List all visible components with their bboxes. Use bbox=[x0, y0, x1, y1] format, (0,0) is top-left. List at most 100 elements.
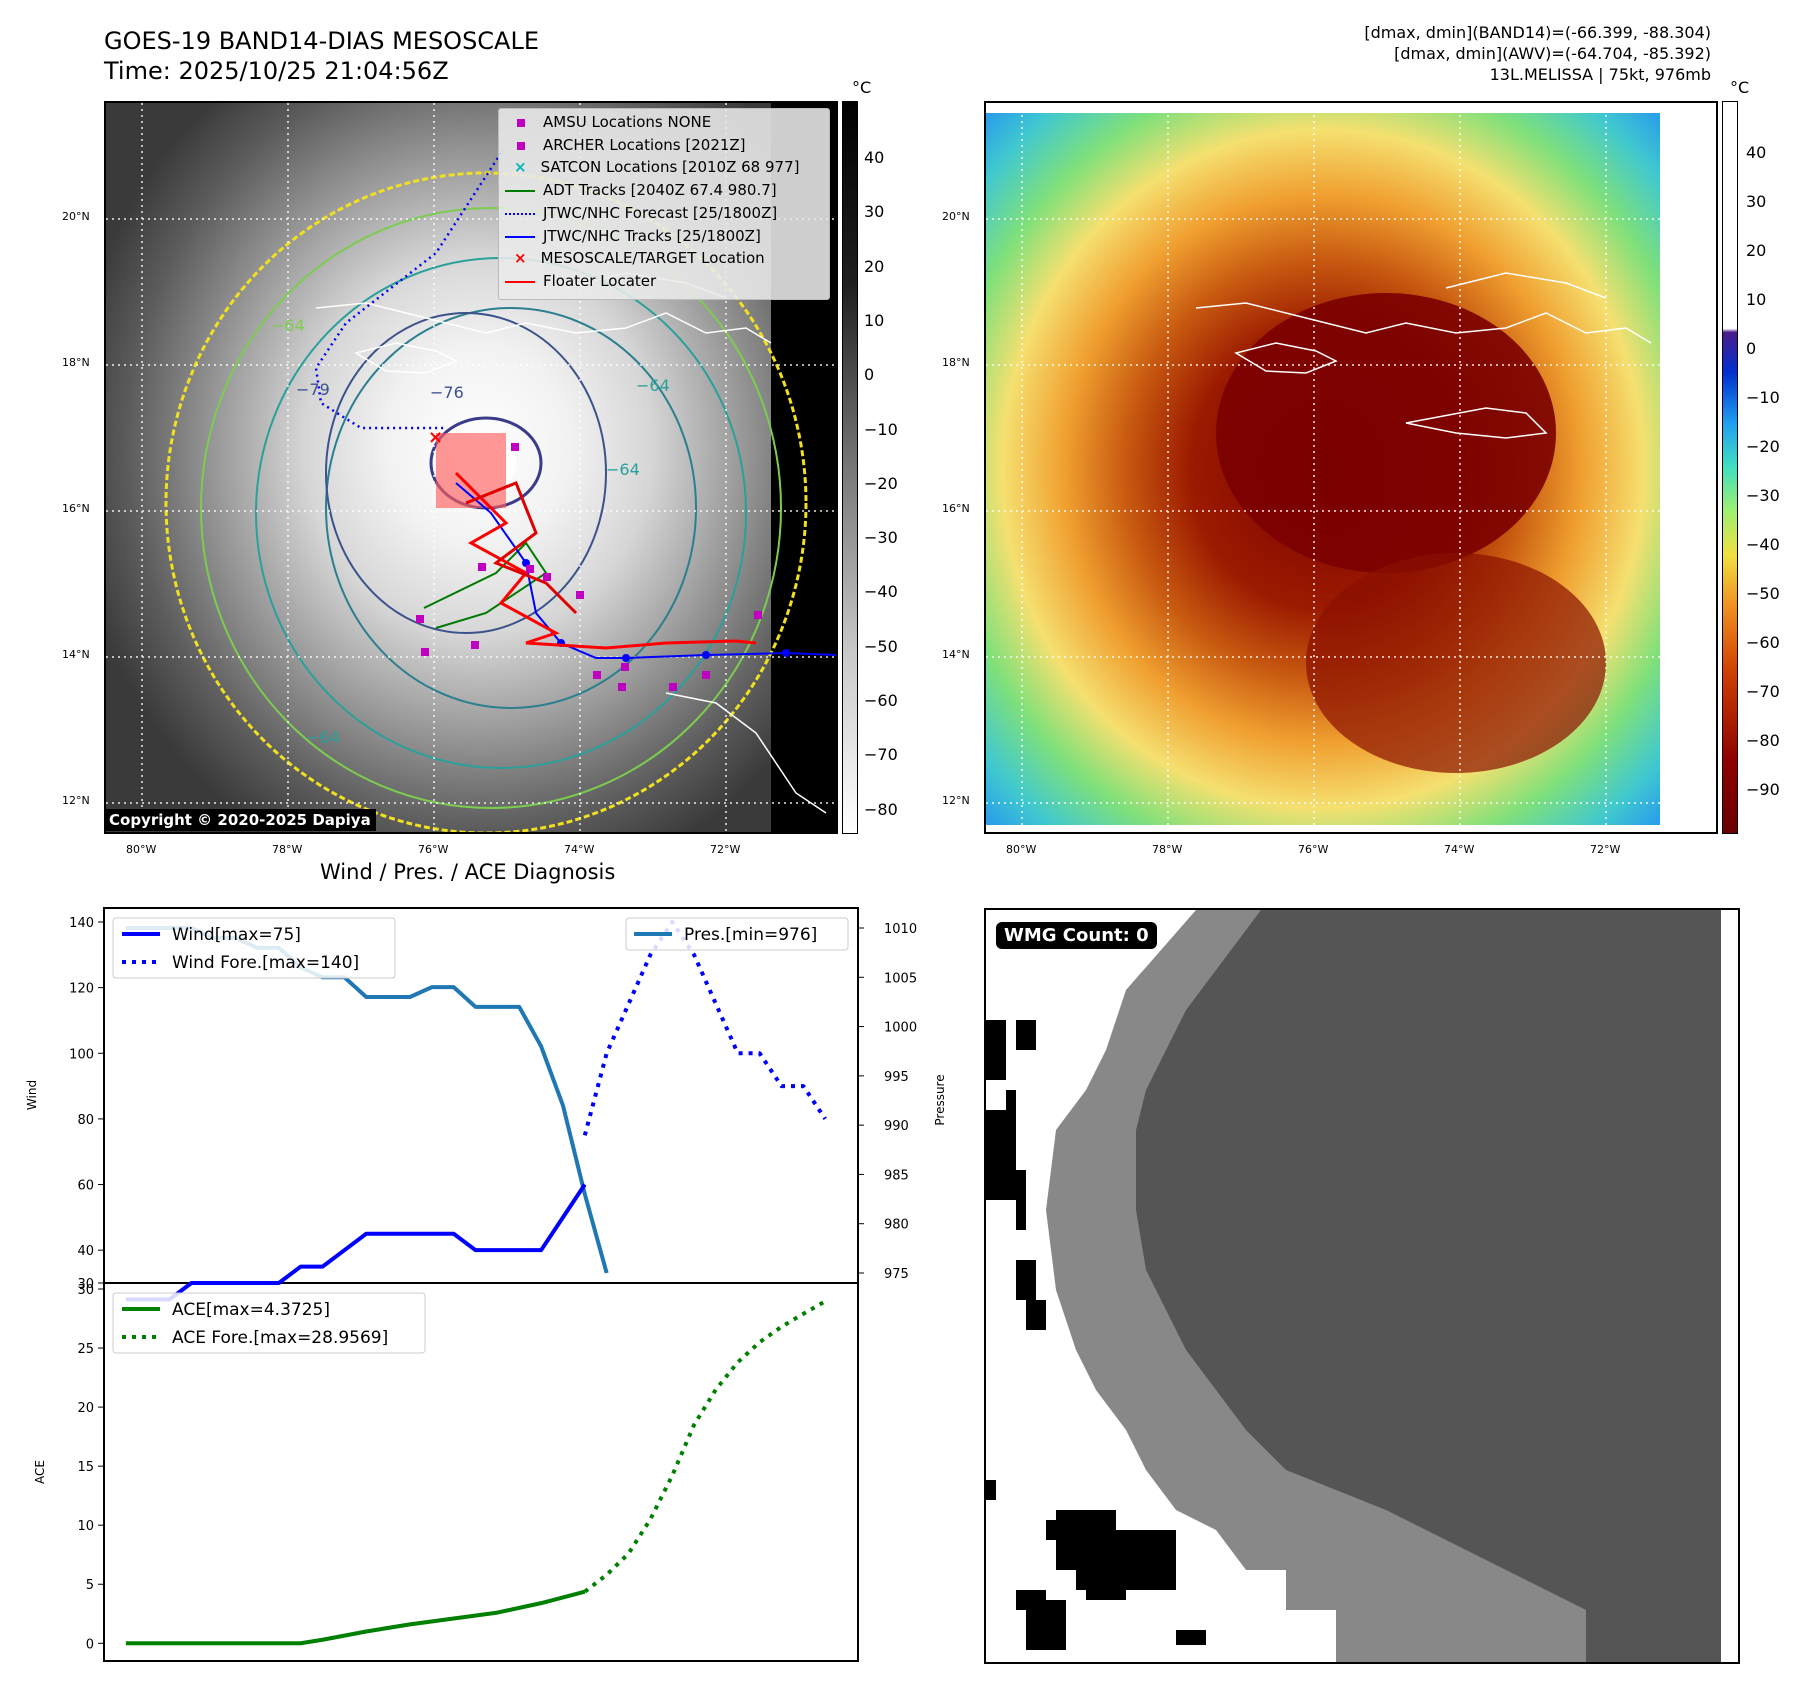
lat-label: 18°N bbox=[62, 356, 90, 369]
info-line-1: [dmax, dmin](BAND14)=(-66.399, -88.304) bbox=[1364, 23, 1711, 42]
ace-ytick-label: 30 bbox=[77, 1283, 94, 1298]
lon-label: 76°W bbox=[418, 843, 449, 856]
map-legend: AMSU Locations NONE ARCHER Locations [20… bbox=[498, 108, 830, 300]
wind-legend-label: Wind[max=75] bbox=[172, 925, 301, 945]
ace-line bbox=[125, 1589, 586, 1646]
dotted-line-icon bbox=[505, 212, 535, 215]
ace-axis-label: ACE bbox=[33, 1460, 47, 1484]
lat-label: 14°N bbox=[942, 648, 970, 661]
ace-fore-legend-label: ACE Fore.[max=28.9569] bbox=[172, 1328, 388, 1348]
left-colorbar-tick: −60 bbox=[864, 691, 898, 710]
left-colorbar-unit: °C bbox=[852, 78, 872, 97]
copyright-badge: Copyright © 2020-2025 Dapiya bbox=[104, 809, 376, 831]
svg-text:×: × bbox=[428, 427, 443, 448]
right-colorbar-tick: 10 bbox=[1746, 290, 1767, 309]
left-colorbar-tick: −20 bbox=[864, 473, 898, 493]
ace-legend-label: ACE[max=4.3725] bbox=[172, 1300, 330, 1320]
lon-label: 80°W bbox=[1006, 843, 1037, 856]
right-colorbar-tick: −30 bbox=[1746, 486, 1780, 505]
lat-label: 12°N bbox=[62, 794, 90, 807]
wind-ytick-label: 120 bbox=[69, 982, 94, 997]
intensity-info: [dmax, dmin](BAND14)=(-66.399, -88.304) [… bbox=[1364, 22, 1711, 85]
lon-label: 72°W bbox=[1590, 843, 1621, 856]
left-colorbar-tick: 0 bbox=[864, 365, 875, 385]
lon-label: 72°W bbox=[710, 843, 741, 856]
pres-ytick-label: 1010 bbox=[884, 922, 917, 937]
ace-ytick-label: 10 bbox=[77, 1519, 94, 1534]
pres-ytick-label: 985 bbox=[884, 1168, 909, 1183]
wind-line bbox=[125, 1183, 587, 1302]
right-colorbar bbox=[1722, 101, 1738, 834]
legend-satcon: × SATCON Locations [2010Z 68 977] bbox=[514, 158, 800, 176]
x-marker-icon: × bbox=[514, 158, 527, 176]
wind-fore-legend-label: Wind Fore.[max=140] bbox=[172, 953, 359, 973]
right-colorbar-tick: 20 bbox=[1746, 241, 1767, 260]
right-colorbar-tick: −70 bbox=[1746, 682, 1780, 701]
ace-ytick-label: 5 bbox=[86, 1578, 94, 1593]
awv-map-panel bbox=[984, 101, 1718, 834]
legend-forecast: JTWC/NHC Forecast [25/1800Z] bbox=[505, 204, 777, 222]
wind-ytick-label: 100 bbox=[69, 1047, 94, 1062]
pres-ytick-label: 1005 bbox=[884, 971, 917, 986]
ace-ytick-label: 25 bbox=[77, 1342, 94, 1357]
wind-ytick-label: 60 bbox=[77, 1179, 94, 1194]
lat-label: 12°N bbox=[942, 794, 970, 807]
lon-label: 78°W bbox=[272, 843, 303, 856]
contour-label-64c: −64 bbox=[306, 728, 340, 747]
lat-label: 18°N bbox=[942, 356, 970, 369]
right-colorbar-tick: −90 bbox=[1746, 780, 1780, 799]
left-colorbar-tick: −10 bbox=[864, 419, 898, 439]
wind-ytick-label: 140 bbox=[69, 916, 94, 931]
pres-ytick-label: 1000 bbox=[884, 1021, 917, 1036]
lon-label: 80°W bbox=[126, 843, 157, 856]
info-line-3: 13L.MELISSA | 75kt, 976mb bbox=[1489, 65, 1711, 84]
wmg-panel bbox=[984, 908, 1740, 1664]
awv-map-image bbox=[986, 103, 1716, 832]
lat-label: 20°N bbox=[942, 210, 970, 223]
right-colorbar-tick: 40 bbox=[1746, 143, 1767, 162]
left-colorbar-tick: −80 bbox=[864, 799, 898, 819]
track-line-icon bbox=[505, 235, 535, 238]
title-line-2: Time: 2025/10/25 21:04:56Z bbox=[104, 57, 449, 85]
ace-ytick-label: 20 bbox=[77, 1401, 94, 1416]
wind-forecast-line bbox=[582, 920, 827, 1136]
line-icon bbox=[505, 280, 535, 283]
contour-label-64a: −64 bbox=[636, 376, 670, 395]
legend-target: × MESOSCALE/TARGET Location bbox=[514, 249, 765, 267]
ace-forecast-line bbox=[583, 1299, 827, 1594]
wind-ytick-label: 80 bbox=[77, 1113, 94, 1128]
diagnosis-title: Wind / Pres. / ACE Diagnosis bbox=[320, 860, 616, 884]
right-colorbar-tick: −80 bbox=[1746, 731, 1780, 750]
left-colorbar-tick: 40 bbox=[864, 148, 885, 167]
right-colorbar-tick: −60 bbox=[1746, 633, 1780, 652]
lon-label: 76°W bbox=[1298, 843, 1329, 856]
left-colorbar bbox=[842, 101, 858, 834]
square-marker-icon bbox=[517, 119, 525, 127]
contour-label-64d: −64 bbox=[271, 316, 305, 335]
pres-ytick-label: 980 bbox=[884, 1218, 909, 1233]
x-marker-icon: × bbox=[514, 249, 527, 267]
right-colorbar-tick: −10 bbox=[1746, 388, 1780, 407]
left-colorbar-tick: −40 bbox=[864, 582, 898, 602]
wmg-count-badge: WMG Count: 0 bbox=[996, 922, 1157, 949]
right-colorbar-tick: 0 bbox=[1746, 339, 1757, 358]
lat-label: 16°N bbox=[942, 502, 970, 515]
ace-ytick-label: 15 bbox=[77, 1460, 94, 1475]
line-icon bbox=[505, 189, 535, 192]
lon-label: 74°W bbox=[1444, 843, 1475, 856]
ace-axes-frame bbox=[103, 1282, 859, 1662]
ace-legend bbox=[112, 1292, 426, 1354]
right-colorbar-tick: −50 bbox=[1746, 584, 1780, 603]
right-colorbar-tick: −20 bbox=[1746, 437, 1780, 456]
wmg-image bbox=[986, 910, 1738, 1662]
pres-ytick-label: 995 bbox=[884, 1070, 909, 1085]
right-colorbar-tick: 30 bbox=[1746, 192, 1767, 211]
legend-floater: Floater Locater bbox=[505, 272, 656, 290]
figure-title: GOES-19 BAND14-DIAS MESOSCALE Time: 2025/… bbox=[104, 26, 539, 86]
title-line-1: GOES-19 BAND14-DIAS MESOSCALE bbox=[104, 27, 540, 55]
ace-ytick-label: 0 bbox=[86, 1637, 94, 1652]
left-colorbar-tick: 30 bbox=[864, 202, 885, 222]
legend-amsu: AMSU Locations NONE bbox=[517, 113, 711, 131]
wind-axis-label: Wind bbox=[25, 1080, 39, 1110]
pres-legend-label: Pres.[min=976] bbox=[684, 925, 817, 945]
